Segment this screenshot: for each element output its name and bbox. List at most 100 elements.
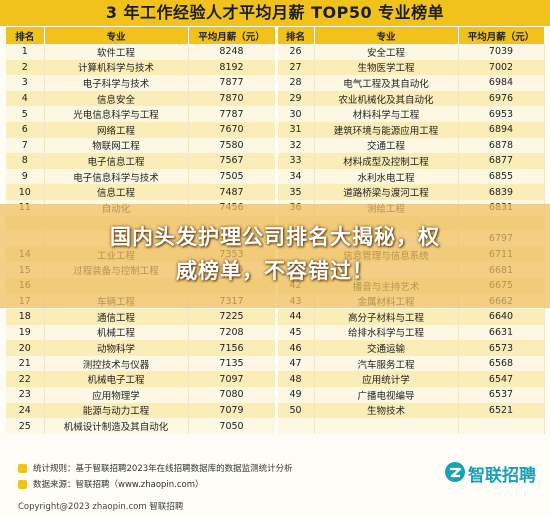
table-row: 10 信息工程 7487 35 道路桥梁与渡河工程 6839 bbox=[6, 184, 545, 200]
rank-cell: 46 bbox=[276, 340, 315, 356]
major-cell: 高分子材料与工程 bbox=[314, 309, 459, 325]
major-cell: 信息安全 bbox=[44, 90, 189, 107]
rank-cell: 22 bbox=[6, 371, 45, 388]
salary-cell bbox=[458, 418, 545, 434]
table-row: 18 通信工程 7225 44 高分子材料与工程 6640 bbox=[6, 309, 545, 325]
salary-cell: 8192 bbox=[188, 59, 278, 76]
salary-cell: 7135 bbox=[188, 355, 278, 372]
salary-cell: 6573 bbox=[458, 340, 545, 356]
zhaopin-logo: 智联招聘 bbox=[444, 458, 540, 488]
footer-source-text: 数据来源：智联招聘（www.zhaopin.com） bbox=[33, 480, 204, 490]
salary-cell: 7208 bbox=[188, 324, 278, 341]
table-row: 5 光电信息科学与工程 7787 30 材料科学与工程 6953 bbox=[6, 106, 545, 122]
rank-cell: 24 bbox=[6, 402, 45, 419]
major-cell: 安全工程 bbox=[314, 44, 459, 60]
rank-cell: 8 bbox=[6, 153, 45, 169]
rank-cell: 50 bbox=[276, 402, 315, 419]
rank-cell: 18 bbox=[6, 309, 45, 325]
major-cell: 通信工程 bbox=[44, 309, 189, 325]
major-cell: 生物技术 bbox=[314, 402, 459, 419]
table-row: 7 物联网工程 7580 32 交通工程 6878 bbox=[6, 137, 545, 154]
salary-cell: 7505 bbox=[188, 168, 278, 185]
rank-cell: 27 bbox=[276, 59, 315, 76]
rank-cell: 5 bbox=[6, 106, 45, 122]
rank-cell: 47 bbox=[276, 355, 315, 372]
salary-cell: 7156 bbox=[188, 340, 278, 356]
rank-cell: 49 bbox=[276, 387, 315, 403]
rank-cell: 21 bbox=[6, 355, 45, 372]
major-cell: 能源与动力工程 bbox=[44, 402, 189, 419]
salary-cell: 6521 bbox=[458, 402, 545, 419]
table-row: 20 动物科学 7156 46 交通运输 6573 bbox=[6, 340, 545, 356]
rank-cell: 26 bbox=[276, 44, 315, 60]
major-cell: 动物科学 bbox=[44, 340, 189, 356]
table-row: 6 网络工程 7670 31 建筑环境与能源应用工程 6894 bbox=[6, 121, 545, 138]
salary-cell: 6878 bbox=[458, 137, 545, 154]
major-cell: 光电信息科学与工程 bbox=[44, 106, 189, 122]
table-row: 8 电子信息工程 7567 33 材料成型及控制工程 6877 bbox=[6, 153, 545, 169]
major-cell: 电子科学与技术 bbox=[44, 75, 189, 91]
major-cell: 网络工程 bbox=[44, 121, 189, 138]
major-cell: 应用统计学 bbox=[314, 371, 459, 388]
rank-cell: 31 bbox=[276, 121, 315, 138]
promo-overlay-band bbox=[0, 204, 550, 308]
major-cell: 应用物理学 bbox=[44, 387, 189, 403]
rank-cell: 3 bbox=[6, 75, 45, 91]
rank-cell: 7 bbox=[6, 137, 45, 154]
salary-cell: 7787 bbox=[188, 106, 278, 122]
table-header-row: 排名 专业 平均月薪（元） 排名 专业 平均月薪（元） bbox=[6, 27, 545, 44]
table-row: 25 机械设计制造及其自动化 7050 bbox=[6, 418, 545, 434]
salary-cell: 7002 bbox=[458, 59, 545, 76]
salary-cell: 8248 bbox=[188, 44, 278, 60]
table-row: 22 机械电子工程 7097 48 应用统计学 6547 bbox=[6, 371, 545, 388]
major-cell: 电子信息工程 bbox=[44, 153, 189, 169]
rank-cell: 34 bbox=[276, 168, 315, 185]
salary-cell: 7580 bbox=[188, 137, 278, 154]
rank-cell: 1 bbox=[6, 44, 45, 60]
salary-cell: 6547 bbox=[458, 371, 545, 388]
salary-cell: 7080 bbox=[188, 387, 278, 403]
zhaopin-logo-icon bbox=[445, 462, 465, 482]
table-row: 2 计算机科学与技术 8192 27 生物医学工程 7002 bbox=[6, 59, 545, 76]
table-row: 19 机械工程 7208 45 给排水科学与工程 6631 bbox=[6, 324, 545, 341]
salary-cell: 7670 bbox=[188, 121, 278, 138]
rank-cell: 23 bbox=[6, 387, 45, 403]
rank-cell: 2 bbox=[6, 59, 45, 76]
promo-overlay-text: 国内头发护理公司排名大揭秘，权 威榜单，不容错过！ bbox=[30, 220, 520, 288]
major-cell: 汽车服务工程 bbox=[314, 355, 459, 372]
major-cell bbox=[314, 418, 459, 434]
salary-cell: 7079 bbox=[188, 402, 278, 419]
major-cell: 水利水电工程 bbox=[314, 168, 459, 185]
salary-cell: 6631 bbox=[458, 324, 545, 341]
major-cell: 电气工程及其自动化 bbox=[314, 75, 459, 91]
footer-rule-note: 统计规则：基于智联招聘2023年在线招聘数据库的数据监测统计分析 bbox=[18, 462, 293, 474]
major-cell: 机械设计制造及其自动化 bbox=[44, 418, 189, 434]
salary-cell: 6640 bbox=[458, 309, 545, 325]
rank-cell: 44 bbox=[276, 309, 315, 325]
salary-cell: 6894 bbox=[458, 121, 545, 138]
rank-cell: 29 bbox=[276, 90, 315, 107]
header-rank-right: 排名 bbox=[276, 27, 315, 44]
salary-cell: 7097 bbox=[188, 371, 278, 388]
header-rank-left: 排名 bbox=[6, 27, 45, 44]
salary-cell: 6984 bbox=[458, 75, 545, 91]
header-salary-right: 平均月薪（元） bbox=[458, 27, 545, 44]
rank-cell: 9 bbox=[6, 168, 45, 185]
major-cell: 广播电视编导 bbox=[314, 387, 459, 403]
rank-cell: 6 bbox=[6, 121, 45, 138]
salary-cell: 6877 bbox=[458, 153, 545, 169]
salary-cell: 7487 bbox=[188, 184, 278, 200]
salary-cell: 7039 bbox=[458, 44, 545, 60]
major-cell: 交通运输 bbox=[314, 340, 459, 356]
major-cell: 物联网工程 bbox=[44, 137, 189, 154]
rank-cell: 45 bbox=[276, 324, 315, 341]
rank-cell: 25 bbox=[6, 418, 45, 434]
major-cell: 信息工程 bbox=[44, 184, 189, 200]
major-cell: 机械电子工程 bbox=[44, 371, 189, 388]
rank-cell: 35 bbox=[276, 184, 315, 200]
rank-cell: 30 bbox=[276, 106, 315, 122]
major-cell: 材料成型及控制工程 bbox=[314, 153, 459, 169]
table-row: 4 信息安全 7870 29 农业机械化及其自动化 6976 bbox=[6, 90, 545, 107]
major-cell: 农业机械化及其自动化 bbox=[314, 90, 459, 107]
